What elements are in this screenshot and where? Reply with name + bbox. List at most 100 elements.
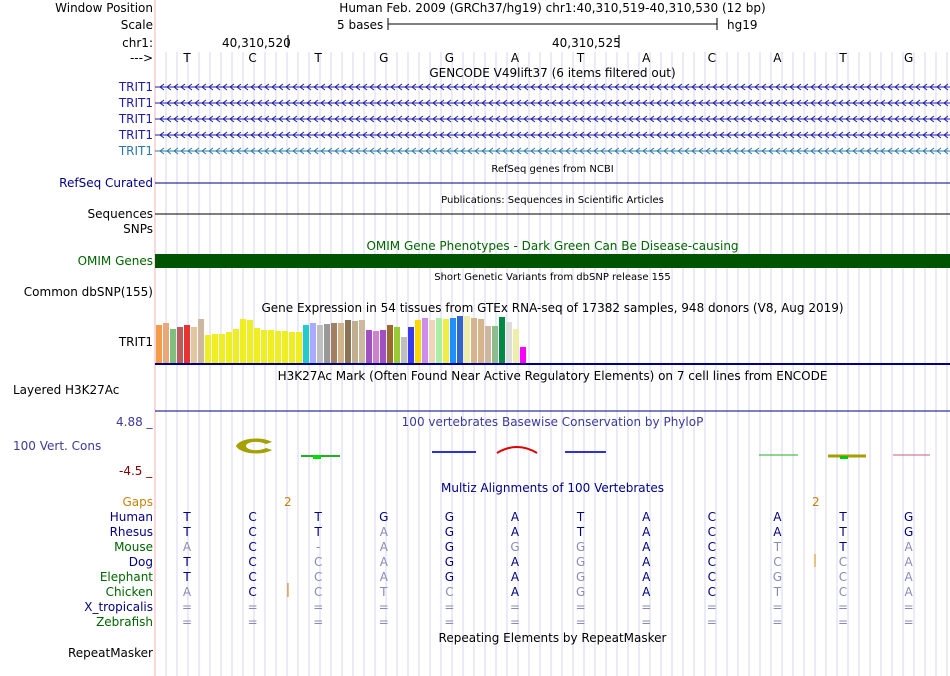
transcript-label[interactable]: TRIT1 [118, 144, 153, 158]
alignment-base: = [444, 615, 455, 629]
gtex-bar [380, 330, 386, 363]
transcript-label[interactable]: TRIT1 [118, 112, 153, 126]
species-label[interactable]: Chicken [105, 585, 153, 599]
strand-arrows [159, 99, 949, 107]
refseq-title[interactable]: RefSeq genes from NCBI [491, 164, 614, 175]
gtex-bar [177, 327, 183, 363]
sequences-label[interactable]: Sequences [87, 207, 153, 221]
base-letter: T [183, 51, 191, 65]
species-label[interactable]: Zebrafish [96, 615, 153, 629]
phylop-mark [496, 446, 538, 454]
species-label[interactable]: Human [109, 510, 153, 524]
snps-label[interactable]: SNPs [123, 222, 153, 236]
base-letter: G [379, 51, 389, 65]
phylop-label[interactable]: 100 Vert. Cons [13, 439, 102, 453]
alignment-base: A [773, 510, 782, 524]
alignment-base: C [248, 540, 257, 554]
phylop-c-glyph [236, 438, 272, 454]
transcript-label[interactable]: TRIT1 [118, 96, 153, 110]
alignment-base: A [904, 585, 913, 599]
alignment-base: = [510, 600, 521, 614]
assembly-label: hg19 [727, 18, 758, 32]
alignment-base: = [313, 615, 324, 629]
h3k27ac-label[interactable]: Layered H3K27Ac [13, 383, 120, 397]
gaps-label[interactable]: Gaps [122, 495, 153, 509]
window-position-label: Window Position [55, 1, 153, 15]
gtex-bar [443, 319, 449, 363]
alignment-base: T [183, 570, 191, 584]
alignment-base: C [248, 555, 257, 569]
species-label[interactable]: Dog [128, 555, 153, 569]
transcript-label[interactable]: TRIT1 [118, 128, 153, 142]
h3k27ac-title[interactable]: H3K27Ac Mark (Often Found Near Active Re… [277, 369, 828, 383]
base-letter: C [248, 51, 257, 65]
window-position-value: Human Feb. 2009 (GRCh37/hg19) chr1:40,31… [339, 1, 766, 15]
gtex-bar [345, 320, 351, 363]
alignment-base: T [576, 525, 585, 539]
alignment-base: T [314, 510, 322, 524]
alignment-base: G [444, 555, 455, 569]
gtex-bar [485, 326, 491, 363]
species-label[interactable]: Mouse [114, 540, 153, 554]
publications-title[interactable]: Publications: Sequences in Scientific Ar… [441, 195, 664, 206]
base-letter: A [642, 51, 651, 65]
alignment-base: = [772, 615, 783, 629]
alignment-base: A [642, 585, 651, 599]
alignment-base: G [575, 540, 586, 554]
gtex-bar [170, 329, 176, 363]
gtex-bar [268, 330, 274, 363]
species-label[interactable]: Rhesus [109, 525, 153, 539]
species-label[interactable]: Elephant [99, 570, 153, 584]
gencode-title[interactable]: GENCODE V49lift37 (6 items filtered out) [429, 66, 676, 80]
alignment-base: T [839, 525, 847, 539]
alignment-base: C [313, 570, 323, 584]
alignment-base: G [444, 525, 455, 539]
phylop-mark [840, 456, 848, 459]
alignment-base: A [642, 555, 651, 569]
strand-label: ---> [129, 51, 153, 65]
alignment-base: C [248, 585, 257, 599]
alignment-base: C [838, 585, 848, 599]
alignment-base: T [773, 585, 782, 599]
alignment-base: T [183, 555, 191, 569]
alignment-base: G [444, 510, 455, 524]
multiz-title[interactable]: Multiz Alignments of 100 Vertebrates [440, 481, 665, 495]
repeatmasker-title[interactable]: Repeating Elements by RepeatMasker [438, 631, 667, 645]
alignment-base: G [772, 570, 783, 584]
gtex-bar [422, 318, 428, 363]
alignment-base: T [576, 510, 585, 524]
dbsnp-title[interactable]: Short Genetic Variants from dbSNP releas… [434, 272, 671, 283]
transcript-label[interactable]: TRIT1 [118, 80, 153, 94]
omim-label[interactable]: OMIM Genes [77, 254, 153, 268]
alignment-base: C [838, 555, 848, 569]
alignment-base: T [314, 525, 322, 539]
alignment-base: = [313, 600, 324, 614]
gtex-bar [387, 325, 393, 363]
gtex-bar [457, 316, 463, 363]
repeatmasker-label[interactable]: RepeatMasker [67, 646, 153, 660]
omim-title[interactable]: OMIM Gene Phenotypes - Dark Green Can Be… [366, 239, 739, 253]
alignment-base: T [183, 525, 191, 539]
scale-text: 5 bases [337, 18, 384, 32]
gtex-bar [408, 327, 414, 363]
gtex-title[interactable]: Gene Expression in 54 tissues from GTEx … [261, 301, 844, 315]
gtex-label[interactable]: TRIT1 [118, 335, 153, 349]
alignment-base: C [707, 540, 716, 554]
alignment-base: A [510, 510, 520, 524]
gtex-bar [338, 323, 344, 363]
alignment-base: T [839, 540, 847, 554]
dbsnp-label[interactable]: Common dbSNP(155) [23, 285, 153, 299]
species-label[interactable]: X_tropicalis [84, 600, 153, 614]
alignment-base: A [379, 570, 388, 584]
alignment-base: = [247, 600, 258, 614]
gtex-bar [436, 318, 442, 363]
phylop-title[interactable]: 100 vertebrates Basewise Conservation by… [401, 415, 704, 429]
phylop-max: 4.88 _ [116, 415, 153, 429]
gtex-bar [296, 332, 302, 363]
alignment-base: = [378, 615, 389, 629]
refseq-label[interactable]: RefSeq Curated [59, 176, 153, 190]
gtex-bar [450, 318, 456, 363]
alignment-base: A [904, 555, 913, 569]
alignment-base: G [575, 555, 586, 569]
